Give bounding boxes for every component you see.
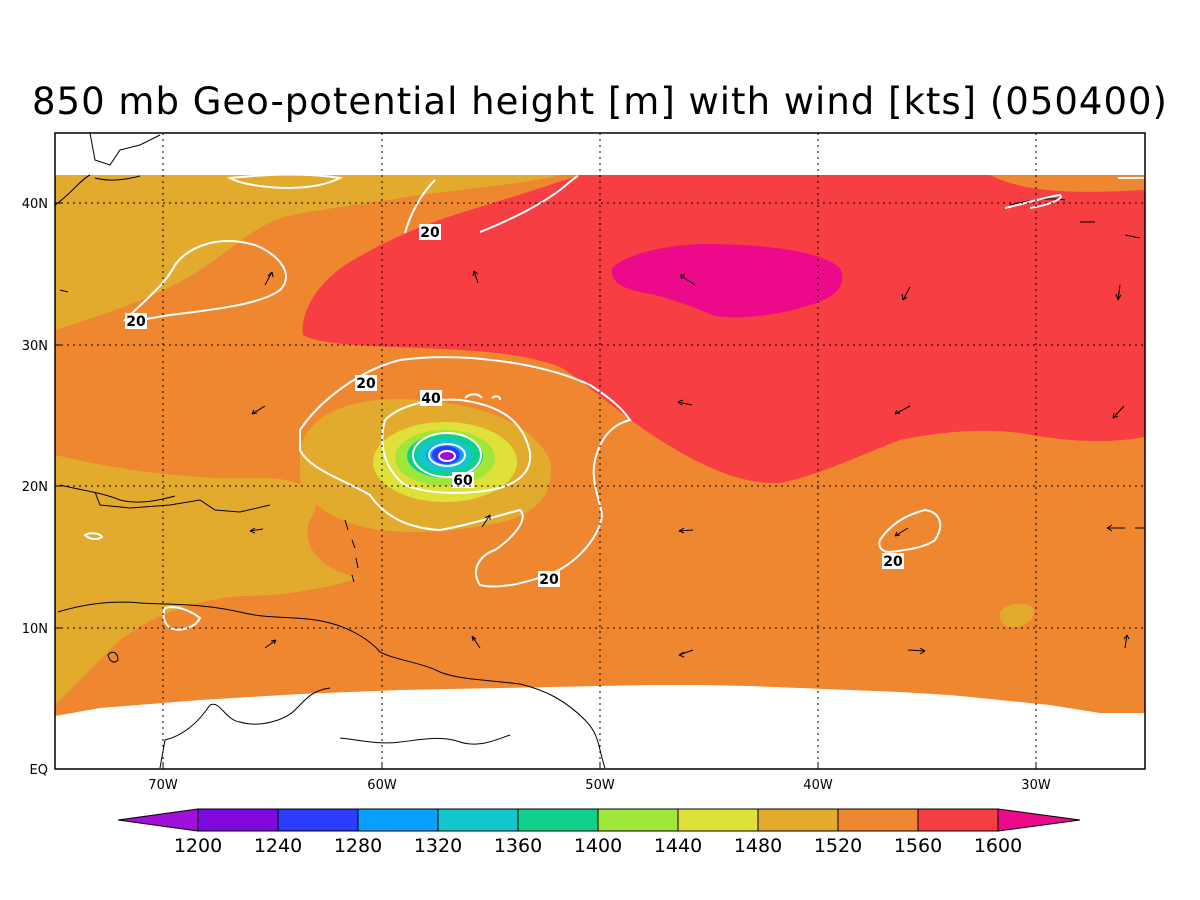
colorbar-label: 1240 bbox=[254, 835, 302, 857]
contour-label: 20 bbox=[126, 314, 146, 330]
wind-contours bbox=[83, 173, 1145, 631]
colorbar-label: 1480 bbox=[734, 835, 782, 857]
colorbar-swatch bbox=[277, 808, 359, 832]
lon-label-40w: 40W bbox=[803, 778, 833, 793]
colorbar-label: 1600 bbox=[974, 835, 1022, 857]
contour-label: 60 bbox=[453, 473, 473, 489]
colorbar-swatch bbox=[197, 808, 279, 832]
height-field-1480-1520-north bbox=[55, 175, 560, 330]
contour-label: 20 bbox=[420, 225, 440, 241]
chart-title: 850 mb Geo-potential height [m] with win… bbox=[32, 80, 1168, 123]
height-field-above-1600 bbox=[611, 244, 843, 318]
lat-label-30n: 30N bbox=[22, 339, 48, 354]
height-field-1480-1520-small bbox=[999, 603, 1035, 628]
colorbar-swatch bbox=[597, 808, 679, 832]
graticule bbox=[55, 133, 1145, 769]
colorbar-max-arrow bbox=[997, 808, 1081, 832]
lat-label-40n: 40N bbox=[22, 197, 48, 212]
longitude-labels: 70W 60W 50W 40W 30W bbox=[148, 778, 1051, 793]
contour-label: 20 bbox=[883, 554, 903, 570]
colorbar-swatch bbox=[837, 808, 919, 832]
contour-label: 20 bbox=[356, 376, 376, 392]
colorbar-label: 1560 bbox=[894, 835, 942, 857]
lon-label-50w: 50W bbox=[585, 778, 615, 793]
wind-vectors bbox=[59, 270, 1145, 658]
colorbar-label: 1400 bbox=[574, 835, 622, 857]
axis-ticks bbox=[55, 202, 1037, 769]
cyclone-shade-below-1200 bbox=[441, 452, 451, 460]
colorbar-swatch bbox=[357, 808, 439, 832]
contour-labels: 20 20 20 40 60 20 20 bbox=[125, 224, 904, 588]
colorbar-label: 1200 bbox=[174, 835, 222, 857]
colorbar bbox=[117, 808, 1081, 832]
colorbar-label: 1280 bbox=[334, 835, 382, 857]
latitude-labels: EQ 10N 20N 30N 40N bbox=[22, 197, 48, 778]
lat-label-eq: EQ bbox=[30, 763, 48, 778]
colorbar-swatch bbox=[517, 808, 599, 832]
colorbar-label: 1360 bbox=[494, 835, 542, 857]
colorbar-labels: 1200 1240 1280 1320 1360 1400 1440 1480 … bbox=[174, 835, 1022, 857]
colorbar-label: 1440 bbox=[654, 835, 702, 857]
height-field-1560-1600 bbox=[302, 175, 1145, 484]
lat-label-20n: 20N bbox=[22, 480, 48, 495]
lon-label-60w: 60W bbox=[367, 778, 397, 793]
colorbar-swatch bbox=[917, 808, 999, 832]
colorbar-swatch bbox=[757, 808, 839, 832]
colorbar-swatch bbox=[677, 808, 759, 832]
contour-label: 20 bbox=[539, 572, 559, 588]
colorbar-label: 1520 bbox=[814, 835, 862, 857]
lat-label-10n: 10N bbox=[22, 622, 48, 637]
colorbar-swatch bbox=[437, 808, 519, 832]
colorbar-min-arrow bbox=[117, 808, 199, 832]
contour-label: 40 bbox=[421, 391, 441, 407]
height-field-1480-1520-southwest bbox=[55, 455, 360, 705]
colorbar-label: 1320 bbox=[414, 835, 462, 857]
lon-label-30w: 30W bbox=[1021, 778, 1051, 793]
lon-label-70w: 70W bbox=[148, 778, 178, 793]
